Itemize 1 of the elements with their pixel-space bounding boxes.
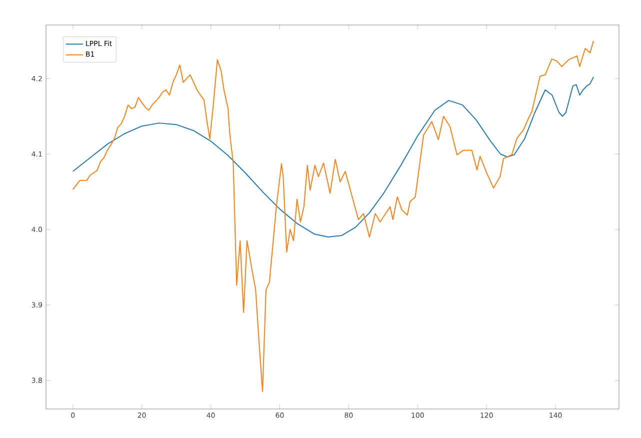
line-series — [72, 76, 594, 238]
